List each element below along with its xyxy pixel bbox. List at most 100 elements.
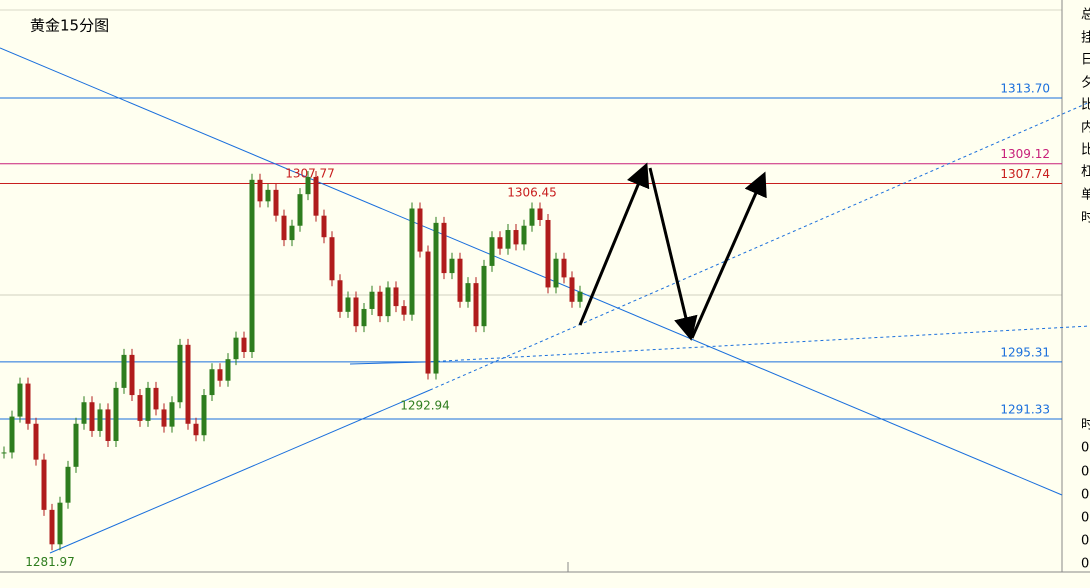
candle: [145, 387, 151, 421]
candle: [97, 409, 103, 431]
side-panel-text: 单: [1081, 188, 1090, 203]
side-panel-text: 时: [1081, 211, 1090, 226]
price-label: 1307.74: [1000, 167, 1050, 181]
candle: [553, 258, 559, 288]
price-label-bg: [1028, 82, 1060, 97]
candle: [153, 387, 159, 410]
price-lines: 1313.70 1309.12 1307.74 1295.31 1291.33: [0, 82, 1062, 420]
candle: [137, 395, 143, 421]
side-panel-text: 0: [1081, 534, 1089, 549]
candle: [561, 258, 567, 278]
candle: [297, 194, 303, 226]
side-panel-text: 挂: [1081, 31, 1090, 46]
trend-line-dashed: [429, 101, 1090, 391]
arrow: [578, 162, 650, 326]
candle: [489, 237, 495, 266]
trend-line: [49, 389, 431, 554]
candle: [129, 354, 135, 396]
candle: [257, 179, 263, 202]
candle: [417, 208, 423, 252]
candle: [89, 402, 95, 431]
candle: [465, 283, 471, 302]
candle: [1, 452, 7, 454]
candle: [313, 176, 319, 216]
side-panel-text: 比: [1081, 143, 1090, 158]
chart-title: 黄金15分图: [30, 17, 109, 35]
candle: [281, 215, 287, 241]
trend-line-dashed: [424, 325, 1090, 363]
candle: [65, 466, 71, 503]
candle: [161, 409, 167, 427]
candle: [121, 354, 127, 388]
price-annotation: 1307.77: [285, 167, 335, 181]
candle: [273, 189, 279, 216]
candle: [305, 176, 311, 195]
candle: [545, 219, 551, 288]
candle: [73, 423, 79, 467]
candle: [577, 291, 583, 302]
candle: [177, 344, 183, 403]
candle: [449, 258, 455, 274]
price-label: 1291.33: [1000, 403, 1050, 417]
candle: [41, 459, 47, 510]
candle: [17, 383, 23, 417]
candle: [225, 359, 231, 381]
candle: [241, 337, 247, 353]
candle: [441, 222, 447, 274]
candle: [409, 208, 415, 315]
side-panel-text: 0: [1081, 488, 1089, 503]
price-annotation: 1306.45: [507, 186, 557, 200]
arrow: [648, 167, 698, 341]
price-label: 1309.12: [1000, 147, 1050, 161]
candle: [57, 502, 63, 545]
side-panel-text: 0: [1081, 511, 1089, 526]
candle: [377, 291, 383, 317]
price-label-bg: [1028, 147, 1060, 162]
candle: [537, 208, 543, 220]
candle: [201, 395, 207, 436]
candle: [81, 402, 87, 424]
candle: [529, 208, 535, 226]
candle: [329, 237, 335, 281]
candle: [289, 225, 295, 241]
side-panel-text: 比: [1081, 98, 1090, 113]
candles: [1, 170, 583, 551]
side-panel-text: 总: [1081, 8, 1090, 23]
price-label-bg: [1028, 403, 1060, 418]
side-panel-text: 0: [1081, 441, 1089, 456]
price-label-bg: [1028, 167, 1060, 182]
candle: [353, 297, 359, 327]
candle: [393, 287, 399, 307]
candle: [9, 416, 15, 453]
candle: [361, 308, 367, 327]
candle: [457, 258, 463, 302]
price-label: 1313.70: [1000, 82, 1050, 96]
candle: [401, 306, 407, 315]
side-panel-text: 日: [1081, 53, 1090, 68]
candle: [105, 409, 111, 441]
candle: [473, 283, 479, 327]
candle: [209, 369, 215, 396]
candle: [217, 369, 223, 381]
candle: [265, 189, 271, 202]
candle: [185, 344, 191, 424]
side-panel-text: 杠: [1081, 164, 1090, 180]
candle: [345, 297, 351, 312]
candle: [233, 337, 239, 360]
price-annotation: 1292.94: [400, 398, 450, 412]
price-label-bg: [1028, 345, 1060, 360]
candle: [337, 280, 343, 312]
side-panel-text: 内: [1081, 120, 1090, 136]
candle: [385, 287, 391, 317]
price-annotation: 1281.97: [25, 555, 75, 569]
candle: [481, 265, 487, 327]
candle: [433, 222, 439, 374]
candle: [497, 237, 503, 249]
side-panel-text: 时: [1081, 418, 1090, 433]
candle: [505, 230, 511, 249]
candle: [169, 402, 175, 427]
trend-line: [349, 361, 426, 365]
candle: [25, 383, 31, 424]
